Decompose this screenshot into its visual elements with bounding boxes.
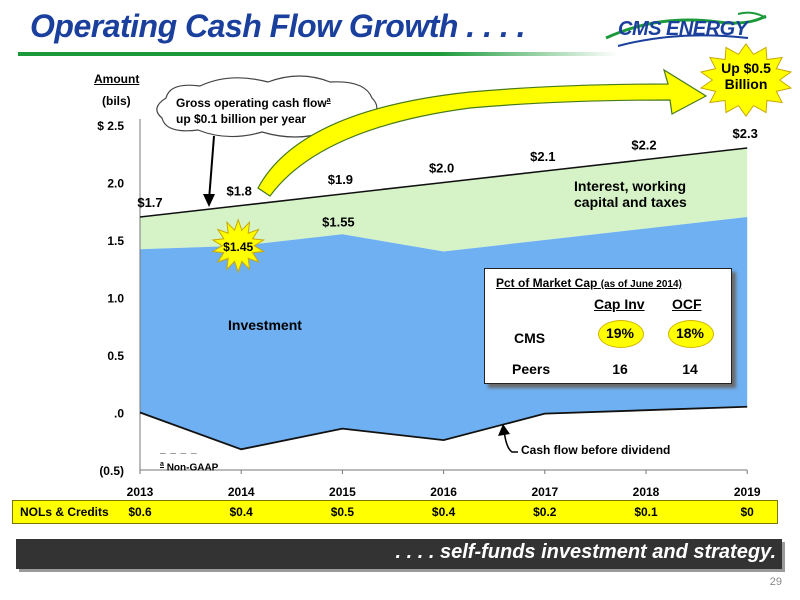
page-title: Operating Cash Flow Growth . . . . bbox=[30, 8, 526, 44]
total-data-label: $2.0 bbox=[429, 161, 454, 176]
y-tick-label: .0 bbox=[114, 407, 124, 421]
nols-label: NOLs & Credits bbox=[20, 505, 109, 519]
market-cap-row-peers-label: Peers bbox=[512, 361, 551, 377]
total-data-label: $1.9 bbox=[328, 172, 353, 187]
footer-banner bbox=[16, 539, 782, 569]
up-badge-starburst bbox=[699, 43, 793, 117]
footer-tagline: . . . . self-funds investment and strate… bbox=[395, 541, 776, 563]
market-cap-row-cms-label: CMS bbox=[514, 330, 546, 346]
nols-value: $0.4 bbox=[431, 505, 456, 519]
gross-ocf-label-line2: up $0.1 billion per year bbox=[176, 112, 307, 126]
x-tick-label: 2014 bbox=[228, 485, 255, 499]
x-tick-label: 2015 bbox=[329, 485, 356, 499]
highlight-starburst bbox=[211, 218, 266, 274]
cms-energy-logo bbox=[605, 11, 767, 47]
market-cap-cms-ocf: 18% bbox=[675, 325, 705, 341]
nols-value: $0.6 bbox=[128, 505, 152, 519]
nols-value: $0.5 bbox=[330, 505, 355, 519]
y-axis-title-line1: Amount bbox=[94, 72, 140, 86]
cms-cap-inv-highlight bbox=[598, 320, 644, 348]
total-data-label: $2.3 bbox=[733, 126, 758, 141]
market-cap-peers-ocf: 14 bbox=[682, 361, 698, 377]
total-line bbox=[139, 147, 748, 218]
footnote: a Non-GAAP bbox=[160, 461, 219, 474]
total-data-label: $1.8 bbox=[227, 184, 252, 199]
up-badge-text: Up $0.5 Billion bbox=[721, 60, 771, 92]
cfbd-pointer-head bbox=[498, 424, 510, 436]
x-tick-label: 2016 bbox=[430, 485, 457, 499]
total-data-label: $2.1 bbox=[530, 149, 555, 164]
market-cap-cms-cap-inv: 19% bbox=[605, 325, 635, 341]
footnote-rule: _ _ _ _ bbox=[160, 444, 198, 455]
gross-ocf-label: Gross operating cash flowa bbox=[176, 96, 331, 110]
nols-credits-bar bbox=[12, 500, 778, 524]
title-underline bbox=[18, 52, 618, 56]
interest-series-label: Interest, working capital and taxes bbox=[574, 178, 687, 210]
page-number: 29 bbox=[769, 576, 782, 588]
cms-ocf-highlight bbox=[668, 320, 714, 348]
y-tick-label: 2.0 bbox=[107, 177, 124, 191]
total-data-label: $1.7 bbox=[137, 195, 162, 210]
inner-data-label: $1.45 bbox=[223, 240, 253, 254]
nols-value: $0 bbox=[740, 505, 754, 519]
total-data-label: $2.2 bbox=[631, 138, 656, 153]
market-cap-peers-cap-inv: 16 bbox=[612, 361, 628, 377]
gross-arrow-line bbox=[208, 135, 215, 201]
y-tick-label: 1.5 bbox=[107, 234, 124, 248]
x-tick-label: 2019 bbox=[734, 485, 761, 499]
cfbd-line bbox=[139, 405, 748, 451]
market-cap-col-ocf: OCF bbox=[672, 296, 702, 312]
x-tick-label: 2018 bbox=[633, 485, 660, 499]
interest-area bbox=[140, 148, 748, 252]
y-tick-label: 1.0 bbox=[107, 292, 124, 306]
x-tick-label: 2017 bbox=[531, 485, 558, 499]
y-tick-label: 0.5 bbox=[107, 349, 124, 363]
market-cap-col-cap-inv: Cap Inv bbox=[594, 296, 645, 312]
y-tick-label: $ 2.5 bbox=[97, 119, 124, 133]
y-axis-title-line2: (bils) bbox=[102, 94, 131, 108]
y-tick-label: (0.5) bbox=[99, 464, 124, 478]
growth-arrow bbox=[257, 68, 708, 197]
investment-series-label: Investment bbox=[228, 317, 302, 333]
inner-data-label: $1.55 bbox=[322, 214, 355, 229]
market-cap-title: Pct of Market Cap (as of June 2014) bbox=[496, 276, 682, 290]
gross-arrow-head bbox=[203, 194, 215, 207]
nols-value: $0.1 bbox=[634, 505, 658, 519]
nols-value: $0.4 bbox=[229, 505, 253, 519]
logo-text: CMS ENERGY bbox=[618, 18, 748, 40]
x-tick-label: 2013 bbox=[127, 485, 154, 499]
cfbd-series-label: Cash flow before dividend bbox=[521, 443, 671, 457]
nols-value: $0.2 bbox=[533, 505, 557, 519]
